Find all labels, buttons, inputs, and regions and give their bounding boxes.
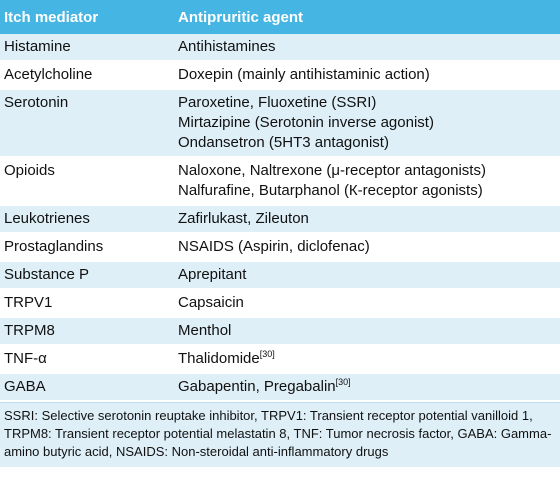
mediator-cell: Histamine	[4, 38, 71, 55]
agent-text: Gabapentin, Pregabalin	[178, 378, 336, 395]
agent-line: Antihistamines	[178, 37, 560, 57]
table-row: Prostaglandins NSAIDS (Aspirin, diclofena…	[0, 234, 560, 262]
agent-line: Zafirlukast, Zileuton	[178, 209, 560, 229]
agent-text: Antihistamines	[178, 38, 276, 55]
agent-line: Menthol	[178, 321, 560, 341]
table-row: TNF-α Thalidomide[30]	[0, 346, 560, 374]
agent-cell: NSAIDS (Aspirin, diclofenac)	[174, 234, 560, 260]
agent-line: Gabapentin, Pregabalin[30]	[178, 377, 560, 397]
agent-text: Paroxetine, Fluoxetine (SSRI)	[178, 94, 377, 111]
agent-cell: Zafirlukast, Zileuton	[174, 206, 560, 232]
agent-cell: Capsaicin	[174, 290, 560, 316]
mediator-cell: TRPV1	[4, 294, 53, 311]
reference-marker: [30]	[259, 349, 275, 359]
table-footnote: SSRI: Selective serotonin reuptake inhib…	[0, 402, 560, 467]
agent-line: Aprepitant	[178, 265, 560, 285]
agent-text: Mirtazipine (Serotonin inverse agonist)	[178, 114, 434, 131]
agent-line: Capsaicin	[178, 293, 560, 313]
table-row: GABA Gabapentin, Pregabalin[30]	[0, 374, 560, 402]
agent-line: Ondansetron (5HT3 antagonist)	[178, 133, 560, 153]
table-row: Opioids Naloxone, Naltrexone (μ-receptor …	[0, 158, 560, 206]
header-itch-mediator: Itch mediator	[4, 8, 99, 26]
table-header: Itch mediator Antipruritic agent	[0, 0, 560, 34]
reference-marker: [30]	[335, 377, 351, 387]
agent-text: Doxepin (mainly antihistaminic action)	[178, 66, 430, 83]
agent-text: Zafirlukast, Zileuton	[178, 210, 309, 227]
agent-text: Ondansetron (5HT3 antagonist)	[178, 134, 389, 151]
agent-cell: Antihistamines	[174, 34, 560, 60]
agent-cell: Menthol	[174, 318, 560, 344]
agent-line: Thalidomide[30]	[178, 349, 560, 369]
itch-mediator-table: Itch mediator Antipruritic agent Histami…	[0, 0, 560, 467]
agent-cell: Doxepin (mainly antihistaminic action)	[174, 62, 560, 88]
table-row: Serotonin Paroxetine, Fluoxetine (SSRI) Mi…	[0, 90, 560, 158]
agent-text: Menthol	[178, 322, 232, 339]
mediator-cell: TRPM8	[4, 322, 55, 339]
agent-text: Aprepitant	[178, 266, 247, 283]
mediator-cell: Acetylcholine	[4, 66, 93, 83]
table-row: TRPM8 Menthol	[0, 318, 560, 346]
agent-line: Mirtazipine (Serotonin inverse agonist)	[178, 113, 560, 133]
mediator-cell: Opioids	[4, 162, 55, 179]
mediator-cell: Prostaglandins	[4, 238, 104, 255]
agent-cell: Thalidomide[30]	[174, 346, 560, 372]
mediator-cell: Serotonin	[4, 94, 69, 111]
agent-text: NSAIDS (Aspirin, diclofenac)	[178, 238, 370, 255]
header-antipruritic-agent: Antipruritic agent	[178, 8, 304, 26]
mediator-cell: Leukotrienes	[4, 210, 90, 227]
agent-line: Doxepin (mainly antihistaminic action)	[178, 65, 560, 85]
mediator-cell: TNF-α	[4, 350, 47, 367]
mediator-cell: GABA	[4, 378, 46, 395]
table-body: Histamine Antihistamines Acetylcholine Doxe…	[0, 34, 560, 402]
agent-cell: Naloxone, Naltrexone (μ-receptor antagon…	[174, 158, 560, 204]
agent-cell: Aprepitant	[174, 262, 560, 288]
agent-text: Naloxone, Naltrexone (μ-receptor antagon…	[178, 162, 486, 179]
agent-line: Naloxone, Naltrexone (μ-receptor antagon…	[178, 161, 560, 181]
agent-cell: Gabapentin, Pregabalin[30]	[174, 374, 560, 400]
table-row: Histamine Antihistamines	[0, 34, 560, 62]
agent-line: Paroxetine, Fluoxetine (SSRI)	[178, 93, 560, 113]
table-row: TRPV1 Capsaicin	[0, 290, 560, 318]
agent-text: Nalfurafine, Butarphanol (К-receptor ago…	[178, 182, 483, 199]
agent-line: NSAIDS (Aspirin, diclofenac)	[178, 237, 560, 257]
table-row: Leukotrienes Zafirlukast, Zileuton	[0, 206, 560, 234]
agent-cell: Paroxetine, Fluoxetine (SSRI) Mirtazipine…	[174, 90, 560, 156]
table-row: Substance P Aprepitant	[0, 262, 560, 290]
mediator-cell: Substance P	[4, 266, 90, 283]
agent-text: Capsaicin	[178, 294, 244, 311]
table-row: Acetylcholine Doxepin (mainly antihistami…	[0, 62, 560, 90]
agent-line: Nalfurafine, Butarphanol (К-receptor ago…	[178, 181, 560, 201]
agent-text: Thalidomide	[178, 350, 260, 367]
